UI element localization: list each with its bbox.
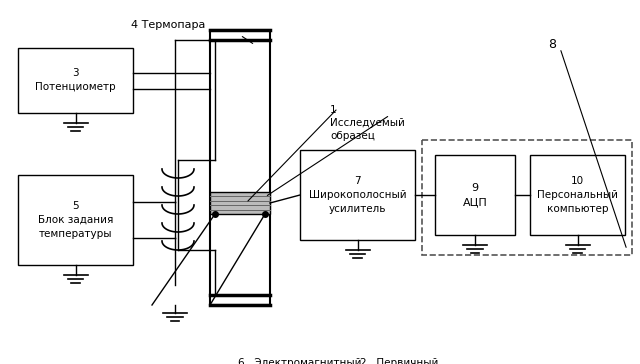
Bar [300, 150, 415, 240]
Text: 4 Термопара: 4 Термопара [131, 20, 205, 30]
Bar [435, 155, 515, 235]
Text: 9
АЦП: 9 АЦП [463, 183, 488, 207]
Bar [210, 30, 270, 305]
Bar [18, 175, 133, 265]
Text: 7
Широкополосный
усилитель: 7 Широкополосный усилитель [308, 176, 406, 214]
Bar [18, 48, 133, 113]
Text: 10
Персональный
компьютер: 10 Персональный компьютер [537, 176, 618, 214]
Bar [210, 192, 270, 214]
Bar [530, 155, 625, 235]
Text: 3
Потенциометр: 3 Потенциометр [35, 68, 116, 92]
Text: 5
Блок задания
температуры: 5 Блок задания температуры [38, 201, 113, 239]
Text: 1
Исследуемый
образец: 1 Исследуемый образец [330, 105, 405, 141]
Bar [422, 140, 632, 255]
Text: 8: 8 [548, 38, 556, 51]
Text: 6   Электромагнитный
         экран: 6 Электромагнитный экран [238, 358, 362, 364]
Text: 2   Первичный
измерительный
преобразователь: 2 Первичный измерительный преобразовател… [360, 358, 456, 364]
